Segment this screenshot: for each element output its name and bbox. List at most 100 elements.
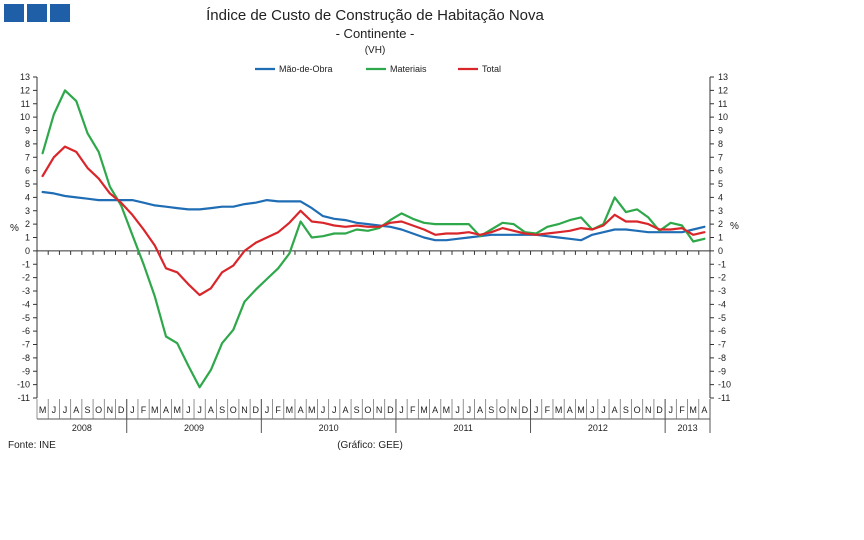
month-label: D (118, 405, 125, 415)
month-label: N (107, 405, 114, 415)
y-tick-label-left: -1 (22, 259, 30, 269)
gee-logo (4, 4, 70, 22)
month-label: F (141, 405, 147, 415)
y-tick-label-right: 1 (718, 233, 723, 243)
month-label: S (354, 405, 360, 415)
y-tick-label-right: -8 (718, 353, 726, 363)
legend-label: Materiais (390, 64, 427, 74)
y-axis-label-left: % (10, 223, 19, 234)
y-axis-label-right: % (730, 221, 739, 232)
legend-label: Total (482, 64, 501, 74)
y-tick-label-right: 11 (718, 99, 727, 109)
month-label: J (63, 405, 68, 415)
y-tick-label-left: 0 (25, 246, 30, 256)
y-tick-label-left: -9 (22, 366, 30, 376)
month-label: N (510, 405, 517, 415)
y-tick-label-right: -6 (718, 326, 726, 336)
month-label: A (73, 405, 79, 415)
y-tick-label-right: 0 (718, 246, 723, 256)
month-label: D (656, 405, 663, 415)
month-label: M (286, 405, 294, 415)
month-label: A (342, 405, 348, 415)
y-tick-label-right: -2 (718, 273, 726, 283)
month-label: O (95, 405, 102, 415)
month-label: M (443, 405, 451, 415)
month-label: M (151, 405, 159, 415)
y-tick-label-left: 12 (20, 85, 30, 95)
y-tick-label-right: -11 (718, 393, 730, 403)
y-tick-label-right: -3 (718, 286, 726, 296)
month-label: J (332, 405, 337, 415)
month-label: N (376, 405, 383, 415)
year-label: 2010 (319, 423, 339, 433)
year-label: 2009 (184, 423, 204, 433)
y-tick-label-right: 8 (718, 139, 723, 149)
month-label: J (197, 405, 202, 415)
series-line-m-o-de-obra (41, 190, 706, 242)
month-label: S (623, 405, 629, 415)
y-tick-label-left: -10 (17, 380, 30, 390)
y-tick-label-left: 5 (25, 179, 30, 189)
month-label: N (645, 405, 652, 415)
month-label: N (241, 405, 248, 415)
month-label: S (219, 405, 225, 415)
y-tick-label-right: 12 (718, 85, 728, 95)
chart-title: Índice de Custo de Construção de Habitaç… (206, 7, 544, 24)
month-label: J (455, 405, 460, 415)
y-tick-label-left: -11 (18, 393, 30, 403)
chart-unit-note: (VH) (365, 45, 386, 56)
y-tick-label-left: 9 (25, 126, 30, 136)
y-tick-label-right: -4 (718, 299, 726, 309)
month-label: J (186, 405, 191, 415)
month-label: J (130, 405, 135, 415)
month-label: O (634, 405, 641, 415)
logo-square (50, 4, 70, 22)
month-label: J (399, 405, 404, 415)
month-label: J (52, 405, 57, 415)
month-label: M (173, 405, 181, 415)
y-tick-label-left: 2 (25, 219, 30, 229)
y-tick-label-left: -7 (22, 340, 30, 350)
legend: Mão-de-Obra Materiais Total (255, 64, 501, 74)
month-label: M (39, 405, 47, 415)
y-tick-label-right: 3 (718, 206, 723, 216)
month-label: A (701, 405, 707, 415)
y-tick-label-left: 7 (25, 152, 30, 162)
month-label: F (410, 405, 416, 415)
year-label: 2013 (678, 423, 698, 433)
month-label: A (208, 405, 214, 415)
month-label: A (163, 405, 169, 415)
y-tick-label-left: 3 (25, 206, 30, 216)
month-label: S (84, 405, 90, 415)
y-tick-label-left: -4 (22, 299, 30, 309)
y-tick-label-right: 2 (718, 219, 723, 229)
y-tick-label-left: 4 (25, 192, 30, 202)
y-tick-label-right: 13 (718, 72, 728, 82)
month-label: M (420, 405, 428, 415)
month-label: F (545, 405, 551, 415)
month-label: J (534, 405, 539, 415)
y-tick-label-right: -10 (718, 380, 731, 390)
month-label: O (230, 405, 237, 415)
legend-label: Mão-de-Obra (279, 64, 333, 74)
month-label: A (432, 405, 438, 415)
month-label: J (467, 405, 472, 415)
month-label: J (601, 405, 606, 415)
y-tick-label-right: -9 (718, 366, 726, 376)
month-label: A (477, 405, 483, 415)
y-tick-label-right: 4 (718, 192, 723, 202)
month-label: M (689, 405, 697, 415)
y-tick-label-right: 5 (718, 179, 723, 189)
month-label: D (522, 405, 529, 415)
month-label: F (679, 405, 685, 415)
source-note: Fonte: INE (8, 440, 56, 451)
month-label: J (321, 405, 326, 415)
month-label: D (387, 405, 394, 415)
logo-square (4, 4, 24, 22)
y-tick-label-right: 10 (718, 112, 728, 122)
month-label: O (364, 405, 371, 415)
logo-square (27, 4, 47, 22)
y-tick-label-left: -3 (22, 286, 30, 296)
